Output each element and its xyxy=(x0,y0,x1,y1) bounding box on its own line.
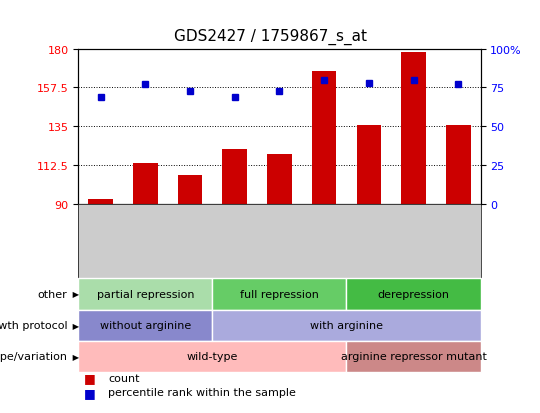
Text: ■: ■ xyxy=(84,386,96,399)
Text: with arginine: with arginine xyxy=(310,320,383,330)
Text: ▶: ▶ xyxy=(70,290,79,299)
Bar xyxy=(446,125,470,204)
Text: ▶: ▶ xyxy=(70,352,79,361)
Text: GDS2427 / 1759867_s_at: GDS2427 / 1759867_s_at xyxy=(173,29,367,45)
Text: ▶: ▶ xyxy=(70,321,79,330)
Text: count: count xyxy=(108,373,139,383)
Text: growth protocol: growth protocol xyxy=(0,320,68,330)
Bar xyxy=(133,163,158,204)
Text: without arginine: without arginine xyxy=(100,320,191,330)
Bar xyxy=(356,125,381,204)
Bar xyxy=(89,199,113,204)
Text: other: other xyxy=(38,289,68,299)
Text: percentile rank within the sample: percentile rank within the sample xyxy=(108,387,296,397)
Text: full repression: full repression xyxy=(240,289,319,299)
Bar xyxy=(267,154,292,204)
Text: arginine repressor mutant: arginine repressor mutant xyxy=(341,351,487,361)
Bar xyxy=(312,72,336,204)
Text: ■: ■ xyxy=(84,371,96,385)
Text: partial repression: partial repression xyxy=(97,289,194,299)
Text: wild-type: wild-type xyxy=(187,351,238,361)
Bar xyxy=(401,53,426,204)
Text: genotype/variation: genotype/variation xyxy=(0,351,68,361)
Bar xyxy=(178,175,202,204)
Bar xyxy=(222,150,247,204)
Text: derepression: derepression xyxy=(377,289,449,299)
